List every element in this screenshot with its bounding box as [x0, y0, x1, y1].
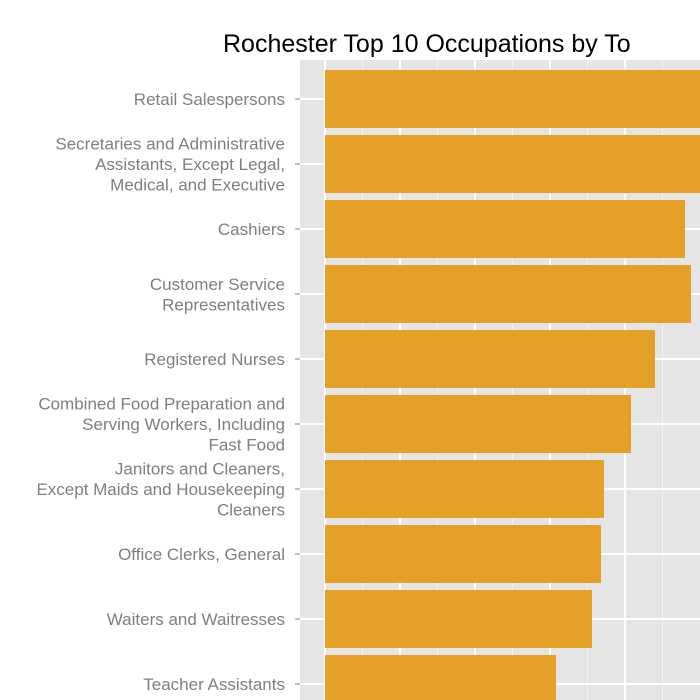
- category-label: Waiters and Waitresses: [107, 610, 285, 629]
- bar: [325, 525, 601, 583]
- category-label: Janitors and Cleaners, Except Maids and H…: [36, 460, 285, 520]
- category-label: Retail Salespersons: [134, 90, 285, 109]
- bars: [325, 70, 700, 700]
- bar: [325, 460, 604, 518]
- bar: [325, 265, 691, 323]
- bar: [325, 655, 556, 700]
- category-label: Registered Nurses: [144, 350, 285, 369]
- category-label: Customer Service Representatives: [150, 275, 285, 315]
- category-label: Office Clerks, General: [118, 545, 285, 564]
- bar: [325, 135, 700, 193]
- category-label: Secretaries and Administrative Assistants…: [55, 135, 285, 195]
- bar: [325, 200, 685, 258]
- category-label: Combined Food Preparation and Serving Wor…: [38, 395, 285, 455]
- bar: [325, 395, 631, 453]
- category-labels: Retail Salespersons Secretaries and Admin…: [36, 90, 300, 694]
- bar: [325, 590, 592, 648]
- category-label: Teacher Assistants: [143, 675, 285, 694]
- chart-title: Rochester Top 10 Occupations by To: [223, 30, 631, 58]
- bar: [325, 330, 655, 388]
- bar: [325, 70, 700, 128]
- category-label: Cashiers: [218, 220, 285, 239]
